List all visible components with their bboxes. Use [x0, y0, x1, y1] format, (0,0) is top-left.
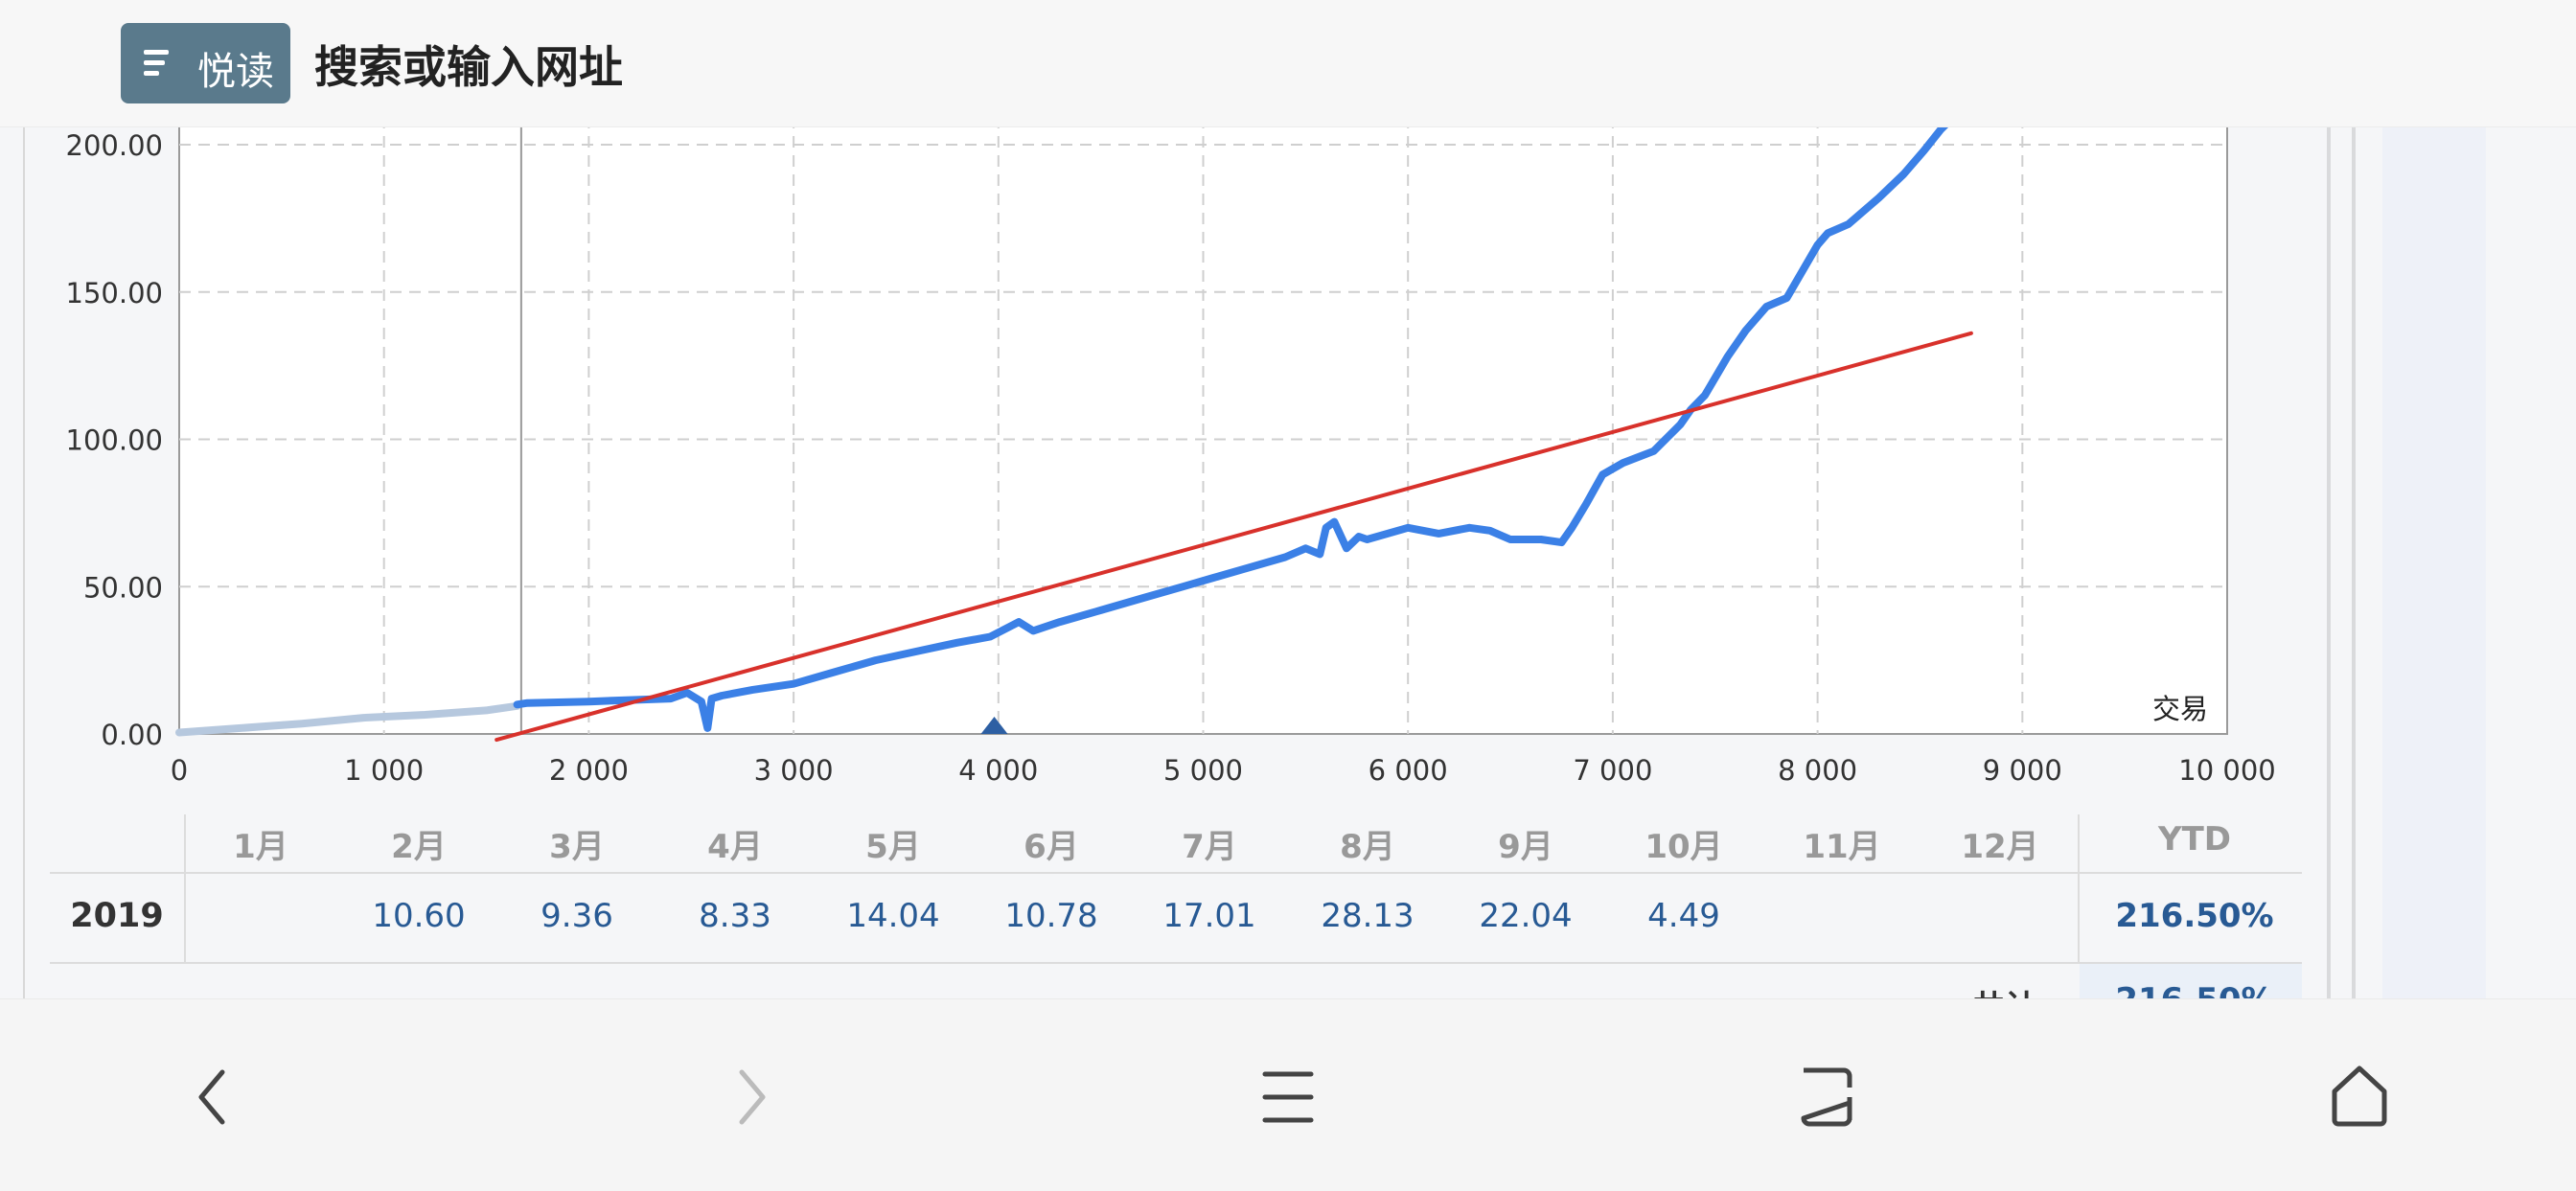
forward-button[interactable]: [692, 1038, 807, 1153]
chevron-right-icon: [739, 1069, 766, 1125]
month-header: 11月: [1803, 828, 1881, 866]
month-header: 1月: [233, 828, 288, 866]
x-tick-label: 1 000: [344, 754, 424, 787]
total-label: 共计: [1938, 981, 2072, 998]
x-tick-label: 8 000: [1778, 754, 1857, 787]
month-value: 10.78: [1004, 897, 1098, 935]
month-value: 4.49: [1647, 897, 1720, 935]
table-line-top: [50, 872, 2302, 874]
total-row-highlight: [2080, 964, 2302, 998]
content-border: [23, 126, 25, 998]
side-divider: [2327, 126, 2331, 998]
y-tick-label: 100.00: [66, 424, 163, 457]
ytd-value: 216.50%: [2115, 897, 2274, 935]
month-value: 9.36: [540, 897, 613, 935]
month-value: 22.04: [1479, 897, 1573, 935]
series-line-equity: [513, 126, 1950, 732]
x-tick-label: 2 000: [549, 754, 629, 787]
month-value: 10.60: [372, 897, 466, 935]
month-value: 14.04: [846, 897, 940, 935]
x-tick-label: 7 000: [1573, 754, 1652, 787]
menu-button[interactable]: [1230, 1038, 1346, 1153]
chevron-left-icon: [198, 1069, 225, 1125]
home-icon: [2332, 1065, 2387, 1127]
x-tick-label: 6 000: [1368, 754, 1448, 787]
ytd-header: YTD: [2157, 820, 2232, 859]
x-tick-label: 9 000: [1983, 754, 2062, 787]
url-input[interactable]: 搜索或输入网址: [314, 41, 623, 93]
browser-address-bar: 悦读 搜索或输入网址: [0, 0, 2576, 127]
y-tick-label: 0.00: [101, 719, 163, 751]
month-value: 17.01: [1162, 897, 1256, 935]
table-vline-ytd: [2078, 814, 2080, 964]
month-header: 9月: [1498, 828, 1553, 866]
x-axis-label: 交易: [2152, 693, 2208, 725]
month-header: 5月: [865, 828, 921, 866]
month-header: 4月: [707, 828, 763, 866]
month-header: 6月: [1024, 828, 1079, 866]
reader-mode-button[interactable]: 悦读: [121, 23, 290, 103]
hamburger-icon: [1262, 1071, 1314, 1123]
x-tick-label: 3 000: [754, 754, 834, 787]
month-header: 8月: [1340, 828, 1395, 866]
page-content: 0 1 000 2 000 3 000 4 000 5 000 6 000 7 000 8 00…: [0, 126, 2576, 998]
row-year: 2019: [70, 897, 164, 935]
side-divider: [2352, 126, 2356, 998]
browser-bottom-nav: [0, 998, 2576, 1191]
reader-mode-label: 悦读: [197, 50, 274, 94]
month-value: 28.13: [1321, 897, 1414, 935]
y-tick-label: 150.00: [66, 277, 163, 309]
month-header: 2月: [391, 828, 447, 866]
month-value: 8.33: [699, 897, 771, 935]
table-line-bottom: [50, 962, 2302, 964]
x-tick-label: 0: [171, 754, 188, 787]
series-line-trend: [494, 331, 1973, 743]
month-header: 12月: [1961, 828, 2039, 866]
tabs-button[interactable]: [1767, 1038, 1882, 1153]
total-value: 216.50%: [2113, 981, 2276, 998]
equity-chart: 0 1 000 2 000 3 000 4 000 5 000 6 000 7 000 8 00…: [66, 126, 2276, 787]
side-panel: [2382, 126, 2486, 998]
back-button[interactable]: [157, 1038, 272, 1153]
x-tick-label: 5 000: [1163, 754, 1243, 787]
series-line-history: [175, 701, 521, 737]
x-tick-label: 10 000: [2178, 754, 2275, 787]
month-header: 10月: [1644, 828, 1723, 866]
month-header: 3月: [549, 828, 605, 866]
table-vline-left: [184, 814, 186, 964]
y-tick-label: 200.00: [66, 129, 163, 162]
y-tick-label: 50.00: [83, 571, 163, 604]
trade-marker: [980, 717, 1008, 734]
x-tick-label: 4 000: [958, 754, 1038, 787]
tabs-icon: [1801, 1067, 1852, 1127]
month-header: 7月: [1182, 828, 1237, 866]
home-button[interactable]: [2302, 1038, 2417, 1153]
list-icon: [144, 50, 169, 77]
